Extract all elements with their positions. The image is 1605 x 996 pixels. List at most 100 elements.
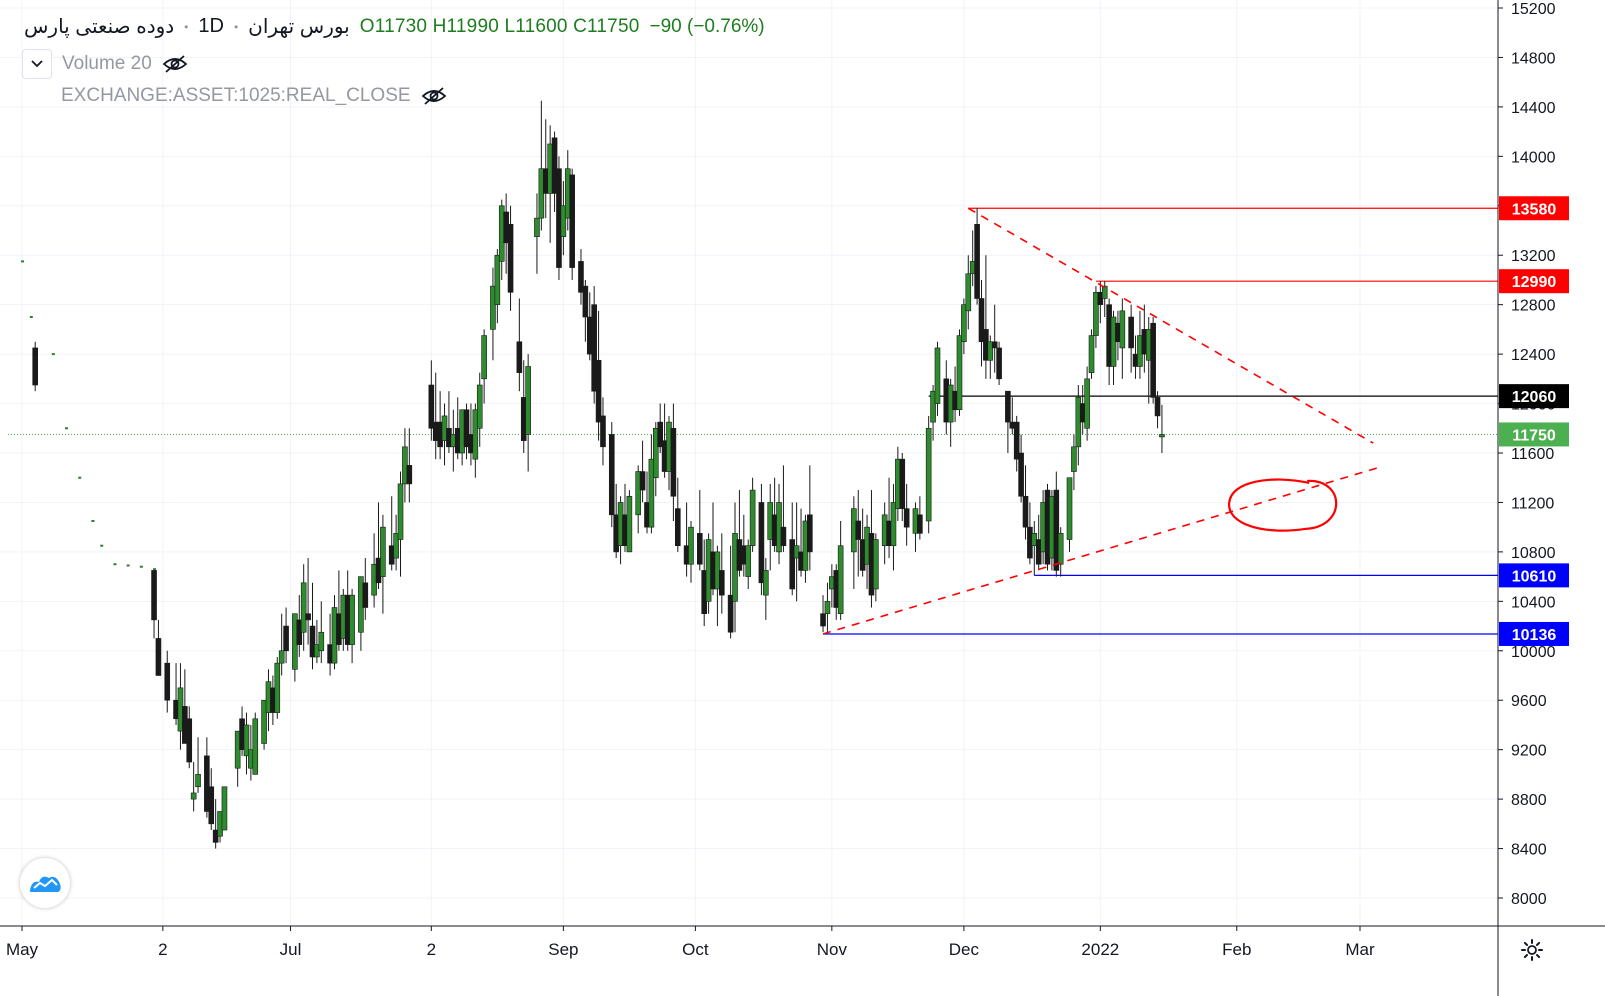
candle xyxy=(278,613,285,676)
y-tick-label: 8000 xyxy=(1511,891,1547,908)
candle-body xyxy=(1128,316,1134,349)
candle xyxy=(538,100,545,231)
study-real-close-label[interactable]: EXCHANGE:ASSET:1025:REAL_CLOSE xyxy=(61,85,411,106)
candle-body xyxy=(837,545,844,614)
candle xyxy=(569,168,575,280)
candle-body xyxy=(1071,446,1077,472)
candle xyxy=(406,428,413,503)
candle xyxy=(991,304,998,373)
candle xyxy=(697,490,703,571)
candle xyxy=(1093,286,1099,348)
candle-body xyxy=(1084,378,1090,429)
candle-body xyxy=(380,526,386,577)
candle-body xyxy=(300,582,307,633)
candle xyxy=(608,422,615,528)
candle xyxy=(1005,390,1011,453)
candle xyxy=(32,341,39,392)
candle xyxy=(164,650,171,713)
chevron-down-icon xyxy=(31,60,43,68)
study-volume-label[interactable]: Volume 20 xyxy=(62,53,152,74)
candle xyxy=(987,335,994,379)
x-tick-label: Nov xyxy=(817,940,848,959)
collapse-legend-button[interactable] xyxy=(22,49,52,79)
candle xyxy=(635,465,641,534)
y-tick-label: 14400 xyxy=(1511,100,1556,117)
candle-body xyxy=(925,427,932,522)
price-label-text: 10136 xyxy=(1512,627,1557,644)
x-tick-label: 2 xyxy=(158,940,167,959)
candle-body xyxy=(208,786,215,825)
price-label-text: 13580 xyxy=(1512,201,1557,218)
candle-body xyxy=(243,724,250,757)
candle-body xyxy=(934,347,941,404)
candle xyxy=(534,193,540,274)
candle-body xyxy=(626,495,633,553)
price-label-box xyxy=(1499,621,1569,646)
dashed-trend-line xyxy=(822,467,1378,635)
chart-grid xyxy=(0,0,1498,926)
candle xyxy=(393,514,399,571)
price-label: 12060 xyxy=(1499,384,1569,409)
candle xyxy=(934,341,941,416)
candle xyxy=(380,514,386,614)
y-tick-label: 12800 xyxy=(1511,298,1556,315)
timeframe[interactable]: 1D xyxy=(198,15,224,37)
candle-body xyxy=(855,520,862,540)
candle xyxy=(582,279,589,342)
candle-body xyxy=(525,366,531,435)
candle-body xyxy=(1057,533,1064,565)
candle-body xyxy=(274,662,281,713)
tradingview-logo-icon[interactable] xyxy=(20,858,70,908)
candle xyxy=(362,558,369,620)
candle-body xyxy=(494,254,501,305)
candle xyxy=(947,378,954,447)
candle-body xyxy=(974,224,980,299)
y-tick-label: 11200 xyxy=(1511,495,1554,512)
candle-body xyxy=(873,539,879,590)
candle-body xyxy=(1093,292,1099,336)
candle xyxy=(560,181,567,256)
candle-body xyxy=(987,341,994,361)
symbol-legend: دوده صنعتی پارس • 1D • بورس تهران O11730… xyxy=(24,15,765,38)
candle-body xyxy=(186,718,193,763)
candle-body xyxy=(204,755,210,812)
candle-body xyxy=(758,502,765,584)
candle-body xyxy=(648,458,655,528)
candle xyxy=(930,385,936,441)
candle xyxy=(961,298,967,355)
candle xyxy=(974,208,980,305)
x-tick-label: 2 xyxy=(427,940,436,959)
candle xyxy=(428,360,435,441)
candle-body xyxy=(996,347,1002,380)
trend-lines xyxy=(822,207,1378,635)
candle-body xyxy=(362,582,369,608)
y-tick-label: 13200 xyxy=(1511,248,1556,265)
candle xyxy=(903,483,910,546)
candle xyxy=(1084,366,1090,441)
settings-button[interactable] xyxy=(1518,936,1546,964)
price-label-box xyxy=(1499,269,1569,294)
symbol-name[interactable]: دوده صنعتی پارس xyxy=(24,16,175,38)
eye-crossed-icon[interactable] xyxy=(421,86,447,106)
candle-body xyxy=(991,341,998,349)
candle xyxy=(996,341,1002,386)
candle xyxy=(309,582,316,670)
candle-body xyxy=(428,384,435,429)
candle-body xyxy=(1150,322,1156,398)
candle xyxy=(965,255,972,330)
candle-body xyxy=(890,502,897,547)
candle-body xyxy=(1159,434,1165,438)
candle xyxy=(578,249,584,305)
x-tick-label: Sep xyxy=(548,940,578,959)
candle xyxy=(186,706,193,769)
candle xyxy=(1119,298,1126,379)
eye-crossed-icon[interactable] xyxy=(162,54,188,74)
dotted-series-point xyxy=(51,353,55,356)
candle xyxy=(837,520,844,620)
candle-body xyxy=(1005,390,1011,423)
candle-body xyxy=(151,570,157,621)
candle xyxy=(855,490,862,577)
candle xyxy=(204,737,210,818)
